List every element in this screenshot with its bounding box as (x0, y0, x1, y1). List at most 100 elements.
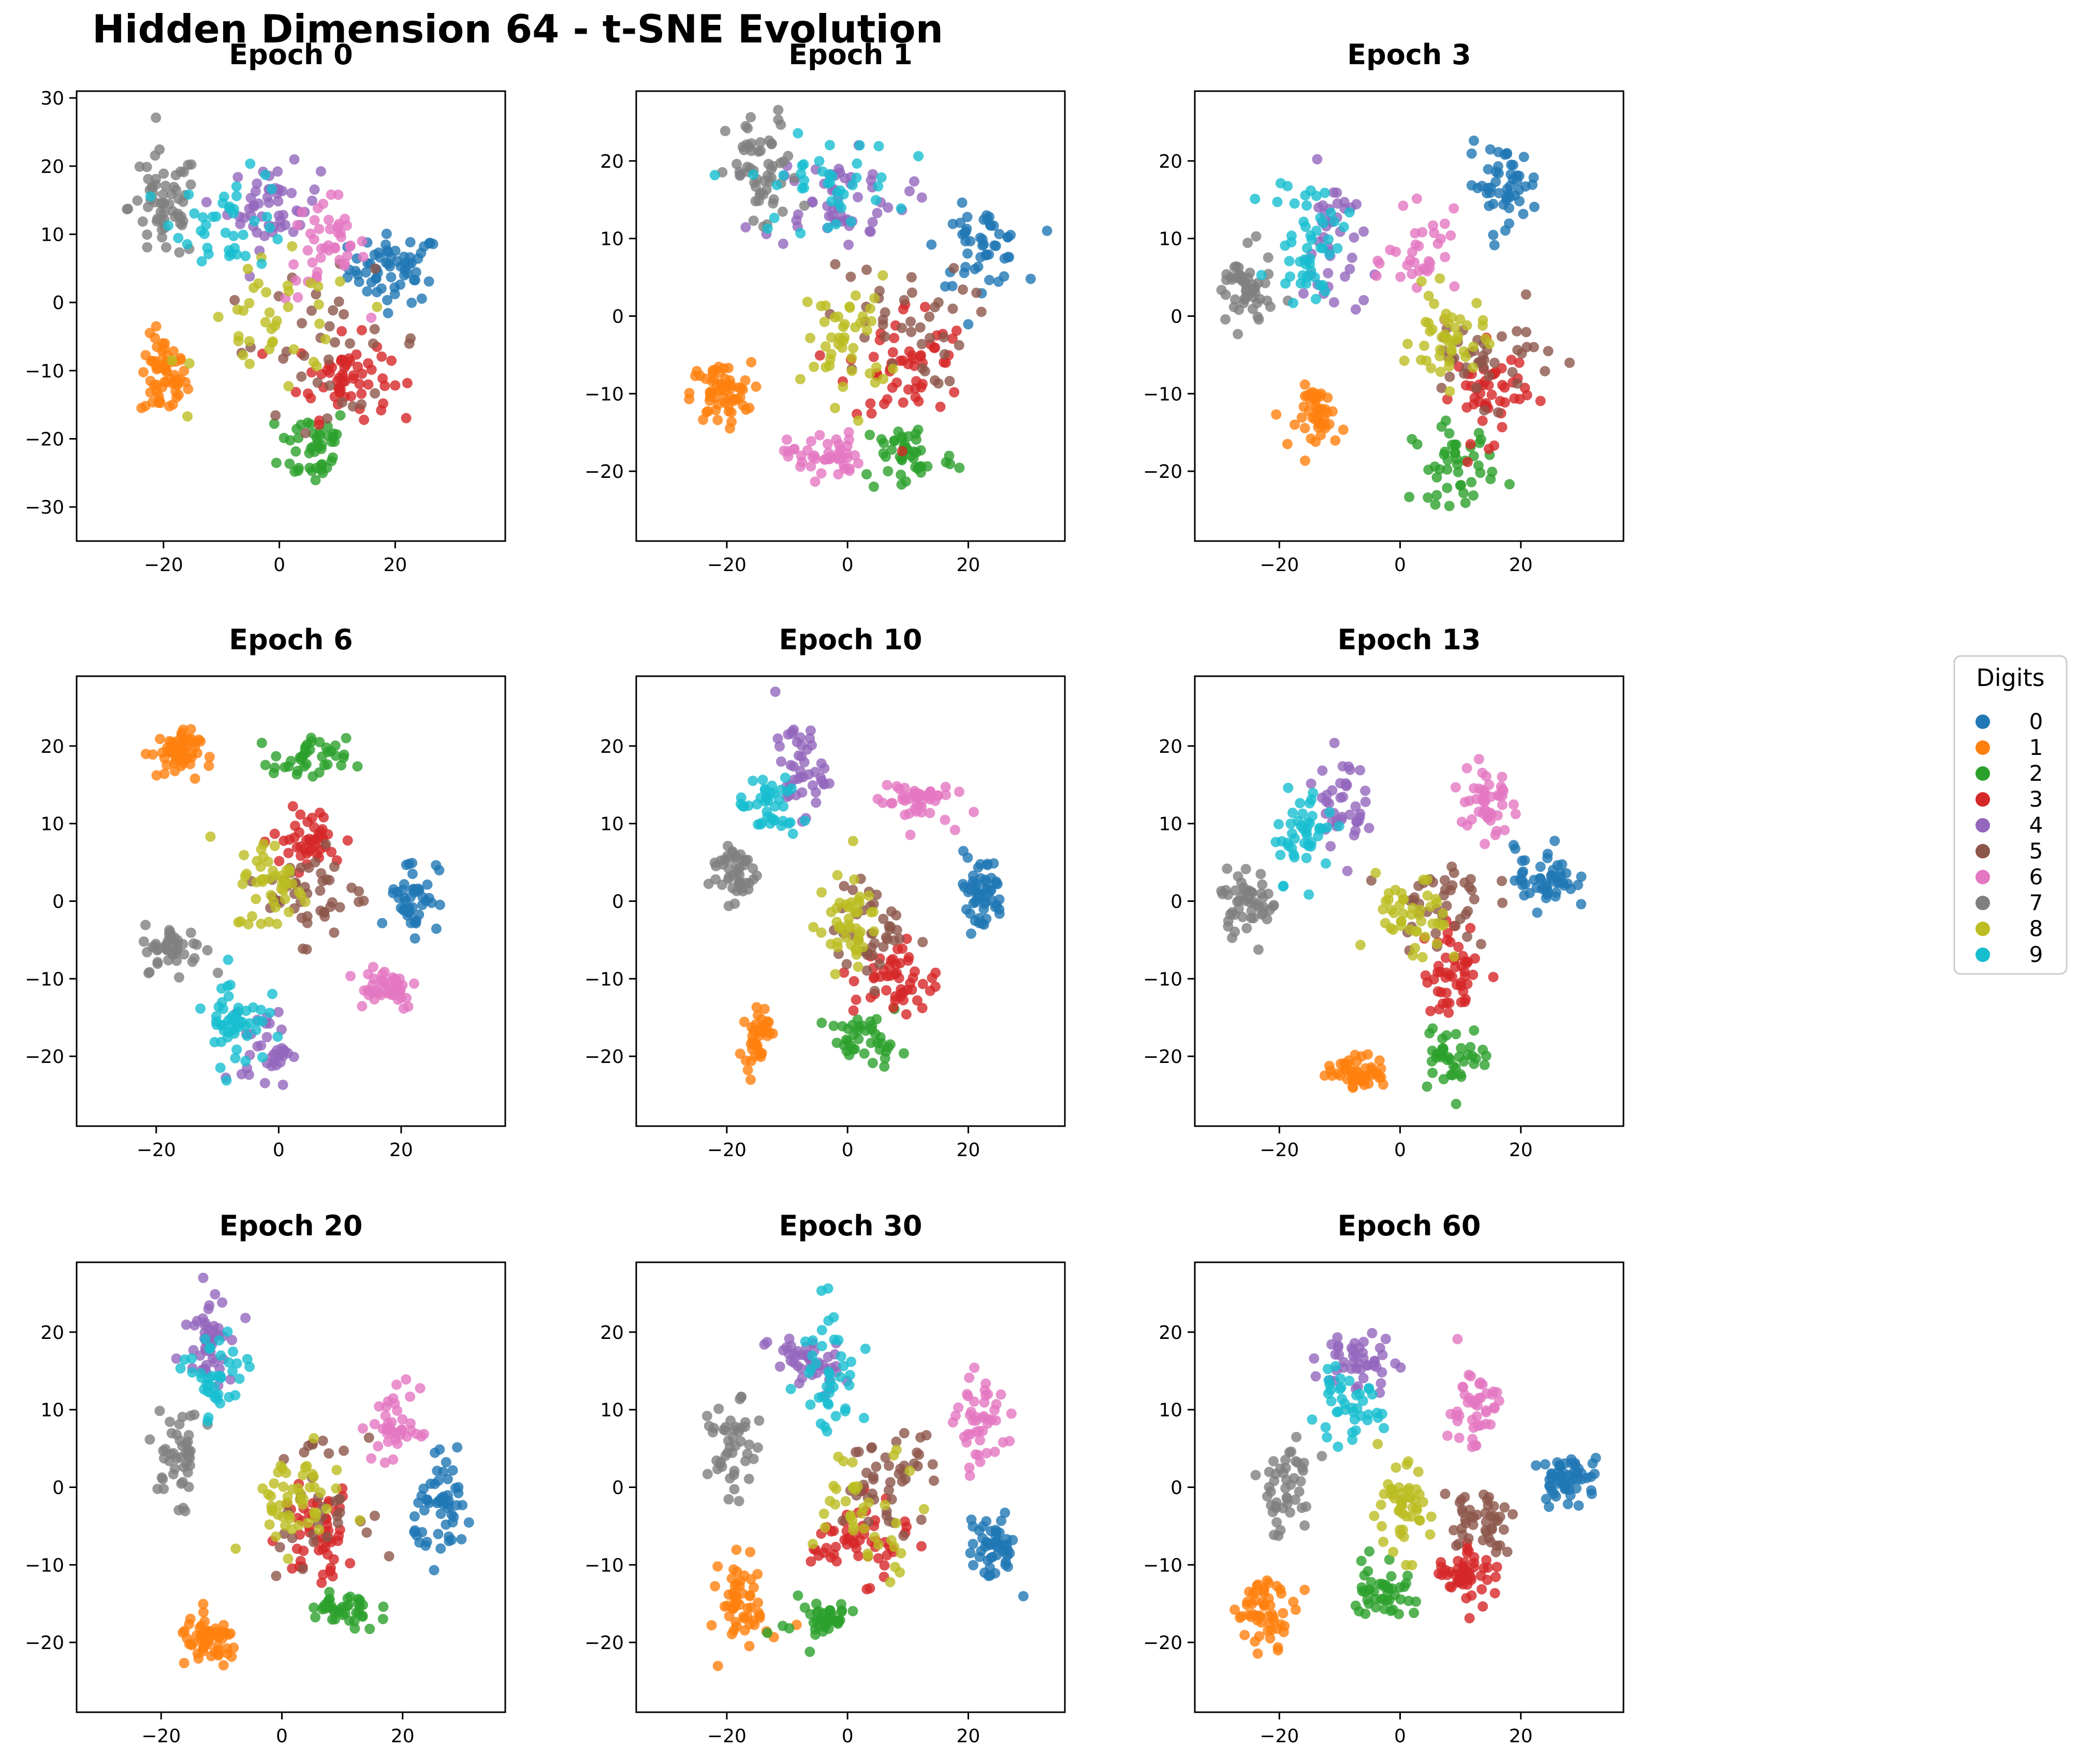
y-tick-label: 20 (1159, 151, 1182, 172)
point-digit-8 (283, 1553, 294, 1564)
point-digit-8 (278, 1481, 289, 1492)
point-digit-6 (961, 1437, 972, 1448)
point-digit-4 (740, 222, 751, 232)
point-digit-6 (806, 461, 816, 472)
point-digit-1 (1258, 1599, 1269, 1610)
point-digit-5 (1512, 378, 1523, 389)
point-digit-3 (1497, 422, 1508, 432)
point-digit-3 (1453, 1556, 1464, 1566)
point-digit-5 (334, 1507, 345, 1518)
point-digit-7 (185, 1460, 196, 1471)
point-digit-5 (312, 377, 323, 388)
point-digit-1 (762, 1030, 773, 1041)
point-digit-1 (759, 1003, 770, 1014)
point-digit-8 (314, 318, 325, 329)
point-digit-8 (1375, 1499, 1386, 1510)
point-digit-4 (819, 763, 830, 774)
point-digit-3 (1481, 1555, 1492, 1566)
point-digit-5 (1448, 1525, 1459, 1536)
point-digit-9 (804, 1367, 815, 1378)
point-digit-1 (206, 1651, 217, 1661)
point-digit-4 (816, 776, 827, 786)
point-digit-7 (1271, 1517, 1282, 1528)
point-digit-6 (1461, 763, 1472, 774)
point-digit-0 (409, 933, 420, 944)
point-digit-5 (917, 937, 928, 947)
point-digit-0 (985, 220, 996, 231)
point-digit-9 (782, 786, 793, 797)
point-digit-8 (1411, 1484, 1422, 1495)
point-digit-0 (968, 1560, 978, 1570)
point-digit-4 (1321, 796, 1332, 807)
point-digit-8 (1416, 916, 1427, 927)
point-digit-3 (903, 359, 914, 370)
point-digit-7 (752, 1442, 763, 1453)
point-digit-9 (163, 220, 173, 231)
point-digit-5 (839, 881, 850, 892)
scatter-points (144, 1273, 474, 1671)
point-digit-0 (422, 879, 433, 890)
point-digit-2 (1504, 479, 1515, 490)
point-digit-2 (310, 1612, 321, 1623)
point-digit-2 (1468, 490, 1479, 501)
point-digit-5 (841, 959, 852, 970)
point-digit-9 (1311, 225, 1322, 236)
point-digit-1 (1236, 1611, 1247, 1622)
point-digit-6 (1411, 193, 1422, 204)
point-digit-7 (745, 112, 756, 123)
y-tick-label: −10 (25, 969, 64, 990)
point-digit-9 (223, 954, 233, 965)
point-digit-1 (716, 385, 727, 396)
point-digit-0 (1518, 152, 1529, 163)
point-digit-1 (1330, 435, 1341, 446)
point-digit-4 (774, 1361, 785, 1372)
point-digit-4 (1362, 1360, 1373, 1371)
point-digit-3 (887, 347, 898, 358)
point-digit-3 (814, 350, 825, 361)
point-digit-5 (976, 307, 987, 317)
point-digit-7 (184, 1453, 195, 1463)
point-digit-8 (284, 907, 295, 917)
x-tick-label: 0 (842, 555, 854, 576)
point-digit-0 (962, 248, 973, 259)
y-tick-label: 20 (600, 736, 624, 757)
point-digit-3 (290, 821, 300, 831)
point-digit-2 (1455, 1069, 1466, 1080)
point-digit-5 (328, 305, 339, 316)
point-digit-1 (144, 328, 155, 339)
point-digit-3 (897, 446, 908, 457)
point-digit-5 (1520, 289, 1531, 300)
point-digit-1 (754, 1612, 765, 1623)
point-digit-4 (259, 230, 270, 241)
point-digit-8 (256, 919, 267, 929)
point-digit-5 (929, 375, 940, 386)
point-digit-3 (854, 1535, 865, 1546)
x-tick-label: 20 (957, 555, 981, 576)
point-digit-9 (1337, 1393, 1347, 1404)
point-digit-5 (1465, 1505, 1475, 1515)
point-digit-6 (415, 1383, 426, 1394)
point-digit-1 (1363, 1049, 1373, 1060)
point-digit-0 (965, 908, 976, 919)
point-digit-4 (1347, 252, 1357, 263)
point-digit-5 (1453, 1538, 1464, 1549)
point-digit-6 (877, 797, 888, 808)
point-digit-2 (865, 430, 875, 440)
point-digit-4 (1377, 1367, 1387, 1378)
point-digit-6 (843, 427, 854, 438)
point-digit-5 (1430, 928, 1441, 939)
point-digit-1 (1250, 1586, 1261, 1597)
point-digit-0 (981, 1516, 992, 1527)
point-digit-9 (1362, 1415, 1373, 1425)
point-digit-9 (836, 1351, 846, 1362)
point-digit-2 (1356, 1555, 1367, 1566)
point-digit-5 (898, 1530, 909, 1541)
point-digit-2 (816, 1017, 827, 1028)
point-digit-8 (858, 1503, 869, 1513)
point-digit-0 (990, 1568, 1001, 1579)
point-digit-9 (811, 1358, 822, 1369)
point-digit-8 (826, 907, 837, 917)
point-digit-9 (873, 181, 884, 192)
